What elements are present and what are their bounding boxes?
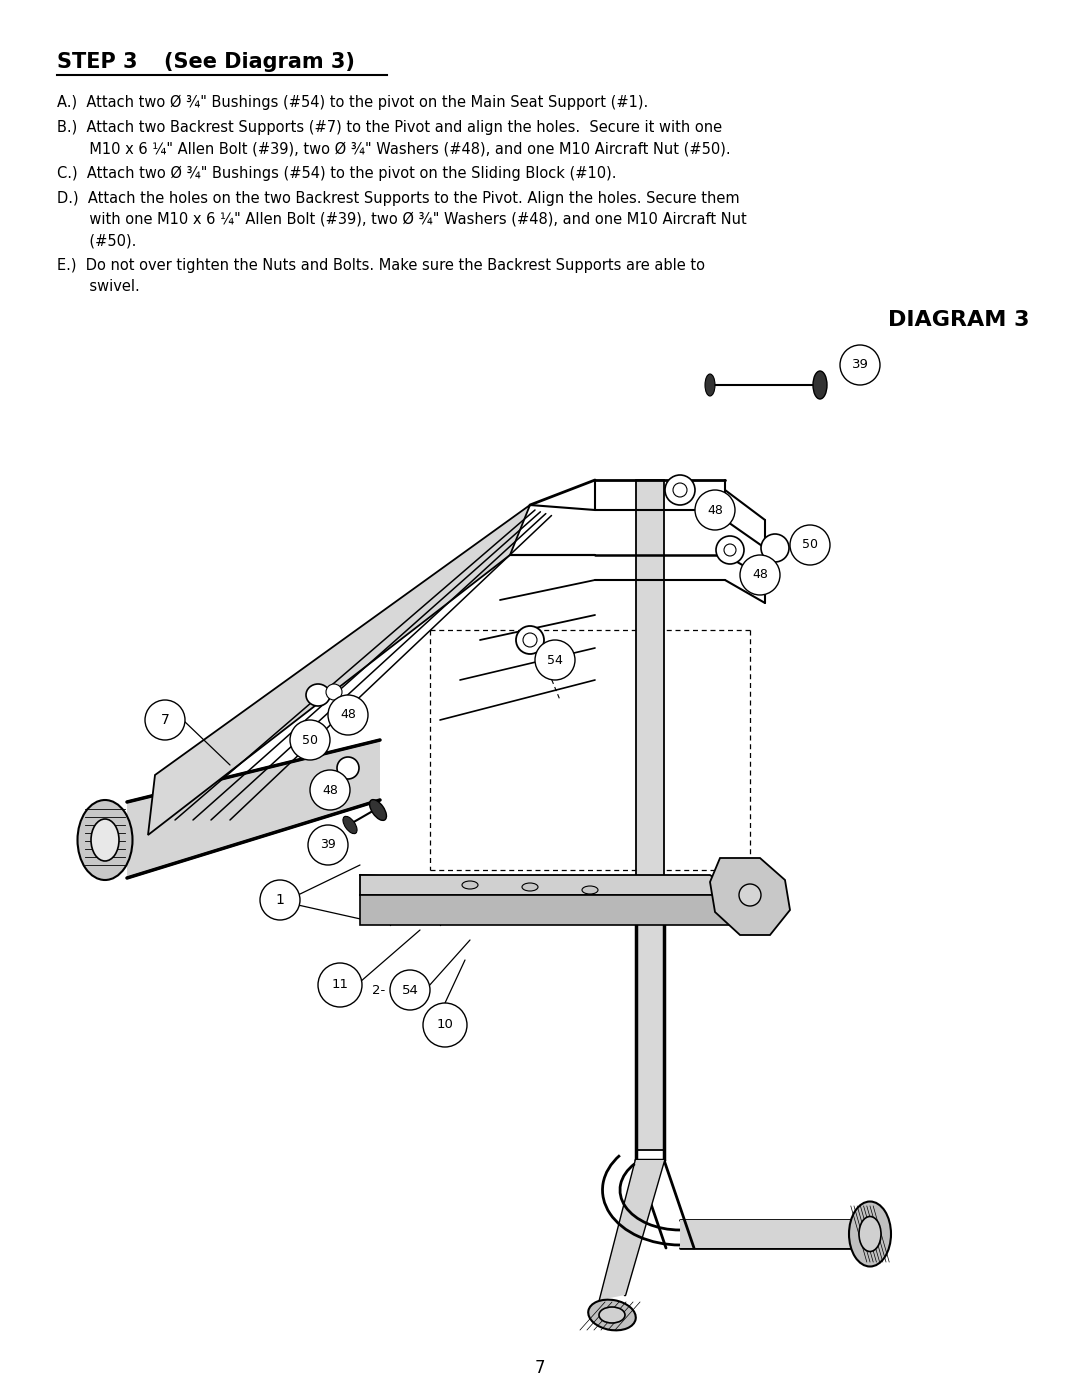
Circle shape [310, 770, 350, 810]
Ellipse shape [516, 626, 544, 654]
Polygon shape [680, 1220, 850, 1248]
Text: with one M10 x 6 ¼" Allen Bolt (#39), two Ø ¾" Washers (#48), and one M10 Aircra: with one M10 x 6 ¼" Allen Bolt (#39), tw… [57, 212, 746, 226]
Circle shape [328, 694, 368, 735]
Text: 48: 48 [707, 503, 723, 517]
Polygon shape [710, 858, 789, 935]
Text: swivel.: swivel. [57, 279, 139, 293]
Ellipse shape [599, 1308, 625, 1323]
Text: 50: 50 [802, 538, 818, 552]
Ellipse shape [582, 886, 598, 894]
Ellipse shape [523, 633, 537, 647]
Text: 11: 11 [332, 978, 349, 992]
Polygon shape [636, 481, 664, 1150]
Ellipse shape [91, 819, 119, 861]
Ellipse shape [813, 372, 827, 400]
Ellipse shape [665, 475, 696, 504]
Circle shape [840, 345, 880, 386]
Ellipse shape [739, 884, 761, 907]
Polygon shape [148, 504, 530, 835]
Text: E.)  Do not over tighten the Nuts and Bolts. Make sure the Backrest Supports are: E.) Do not over tighten the Nuts and Bol… [57, 258, 705, 272]
Text: 7: 7 [161, 712, 170, 726]
Text: C.)  Attach two Ø ¾" Bushings (#54) to the pivot on the Sliding Block (#10).: C.) Attach two Ø ¾" Bushings (#54) to th… [57, 166, 617, 182]
Circle shape [390, 970, 430, 1010]
Ellipse shape [337, 757, 359, 780]
Text: 48: 48 [340, 708, 356, 721]
Ellipse shape [369, 799, 387, 820]
Ellipse shape [78, 800, 133, 880]
Ellipse shape [705, 374, 715, 395]
Ellipse shape [326, 685, 342, 700]
Text: 10: 10 [436, 1018, 454, 1031]
Polygon shape [360, 895, 740, 925]
Text: 48: 48 [322, 784, 338, 796]
Text: (#50).: (#50). [57, 233, 136, 249]
Circle shape [145, 700, 185, 740]
Text: (See Diagram 3): (See Diagram 3) [135, 52, 355, 73]
Ellipse shape [522, 883, 538, 891]
Text: DIAGRAM 3: DIAGRAM 3 [889, 310, 1030, 330]
Ellipse shape [343, 816, 357, 834]
Ellipse shape [849, 1201, 891, 1267]
Text: STEP 3: STEP 3 [57, 52, 137, 73]
Text: 54: 54 [548, 654, 563, 666]
Ellipse shape [724, 543, 735, 556]
Ellipse shape [716, 536, 744, 564]
Ellipse shape [306, 685, 330, 705]
Ellipse shape [761, 534, 789, 562]
Circle shape [308, 826, 348, 865]
Polygon shape [600, 1160, 664, 1301]
Circle shape [291, 719, 330, 760]
Text: B.)  Attach two Backrest Supports (#7) to the Pivot and align the holes.  Secure: B.) Attach two Backrest Supports (#7) to… [57, 120, 723, 136]
Text: 1: 1 [275, 893, 284, 907]
Circle shape [740, 555, 780, 595]
Ellipse shape [673, 483, 687, 497]
Circle shape [696, 490, 735, 529]
Text: 39: 39 [851, 359, 868, 372]
Text: 39: 39 [320, 838, 336, 852]
Circle shape [535, 640, 575, 680]
Text: D.)  Attach the holes on the two Backrest Supports to the Pivot. Align the holes: D.) Attach the holes on the two Backrest… [57, 191, 740, 205]
Text: M10 x 6 ¼" Allen Bolt (#39), two Ø ¾" Washers (#48), and one M10 Aircraft Nut (#: M10 x 6 ¼" Allen Bolt (#39), two Ø ¾" Wa… [57, 141, 731, 156]
Text: 48: 48 [752, 569, 768, 581]
Text: 50: 50 [302, 733, 318, 746]
Circle shape [260, 880, 300, 921]
Circle shape [318, 963, 362, 1007]
Ellipse shape [859, 1217, 881, 1252]
Text: 54: 54 [402, 983, 418, 996]
Polygon shape [127, 740, 380, 877]
Text: 7: 7 [535, 1359, 545, 1377]
Circle shape [423, 1003, 467, 1046]
Text: 2-: 2- [372, 983, 384, 996]
Circle shape [789, 525, 831, 564]
Polygon shape [360, 875, 740, 895]
Ellipse shape [462, 882, 478, 888]
Ellipse shape [589, 1299, 636, 1330]
Text: A.)  Attach two Ø ¾" Bushings (#54) to the pivot on the Main Seat Support (#1).: A.) Attach two Ø ¾" Bushings (#54) to th… [57, 95, 648, 110]
